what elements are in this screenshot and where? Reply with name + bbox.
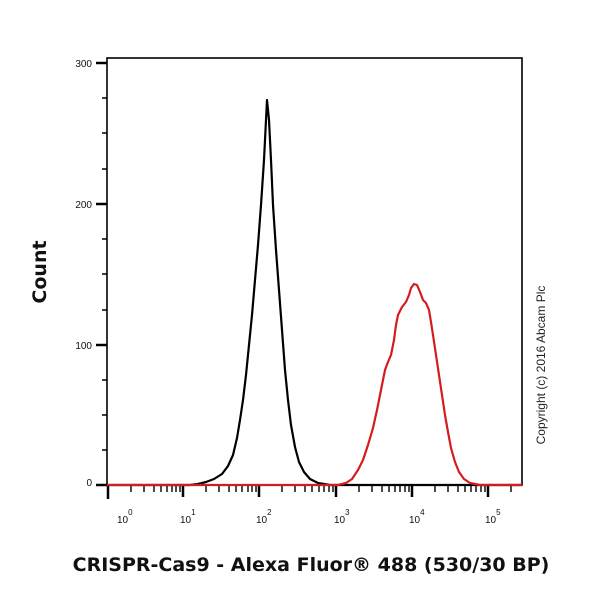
x-tick-10e0: 100 xyxy=(117,508,133,526)
control-histogram-curve xyxy=(107,98,522,487)
y-axis-title: Count xyxy=(29,240,51,303)
y-tick-200: 200 xyxy=(75,200,92,211)
x-tick-10e4: 104 xyxy=(409,508,425,526)
copyright-notice: Copyright (c) 2016 Abcam Plc xyxy=(534,286,548,445)
sample-histogram-curve xyxy=(107,282,522,487)
x-tick-10e2: 102 xyxy=(256,508,272,526)
x-axis-title: CRISPR-Cas9 - Alexa Fluor® 488 (530/30 B… xyxy=(73,554,550,576)
y-tick-100: 100 xyxy=(75,341,92,352)
x-axis xyxy=(106,485,512,499)
x-tick-10e1: 101 xyxy=(180,508,196,526)
x-tick-labels: 100 101 102 103 104 105 xyxy=(117,508,501,526)
x-tick-10e3: 103 xyxy=(334,508,350,526)
x-tick-10e5: 105 xyxy=(485,508,501,526)
y-tick-300: 300 xyxy=(75,59,92,70)
y-tick-0: 0 xyxy=(86,478,92,489)
plot-frame xyxy=(106,57,523,486)
y-axis xyxy=(96,61,107,487)
